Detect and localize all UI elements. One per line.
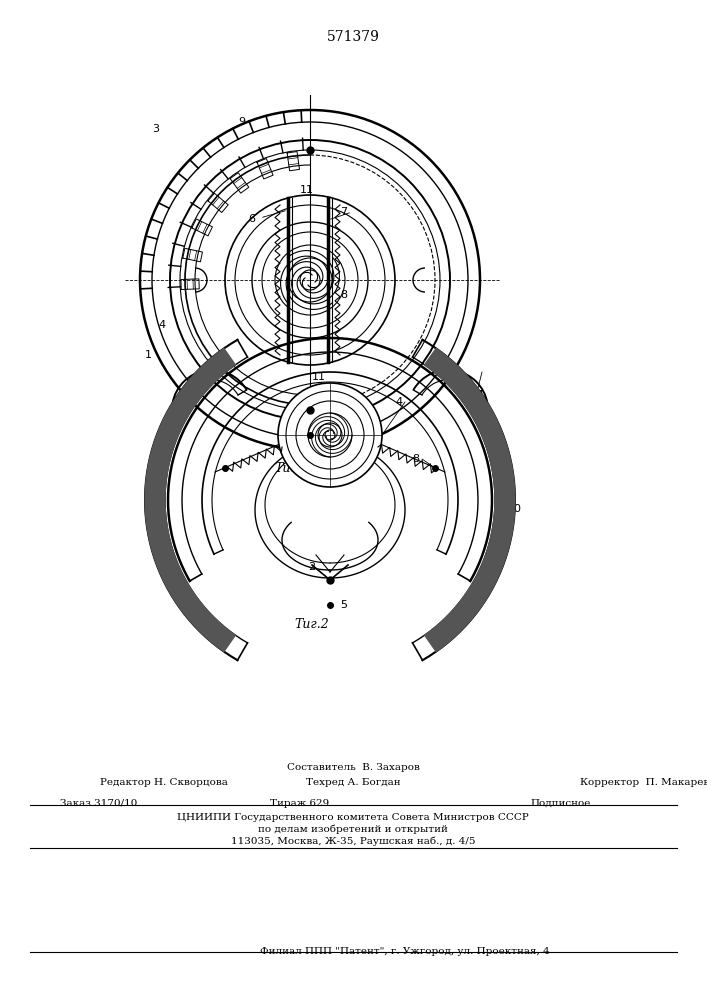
Text: 6: 6 [248, 214, 255, 224]
Text: Составитель  В. Захаров: Составитель В. Захаров [286, 763, 419, 772]
Text: 8: 8 [340, 290, 347, 300]
Text: по делам изобретений и открытий: по делам изобретений и открытий [258, 824, 448, 834]
Text: 4: 4 [395, 397, 402, 407]
Text: 10: 10 [508, 504, 522, 514]
Circle shape [278, 383, 382, 487]
Text: Корректор  П. Макаревич: Корректор П. Макаревич [580, 778, 707, 787]
Text: 2: 2 [308, 562, 315, 572]
Text: 7: 7 [340, 207, 347, 217]
Text: 9: 9 [238, 117, 245, 127]
Text: 11: 11 [312, 372, 326, 382]
Text: 11: 11 [300, 185, 314, 195]
Text: 5: 5 [340, 600, 347, 610]
Text: Заказ 3170/10: Заказ 3170/10 [60, 799, 137, 808]
Text: 4: 4 [158, 320, 165, 330]
Polygon shape [145, 348, 235, 652]
Text: 5: 5 [320, 440, 327, 450]
Text: Тираж 629: Тираж 629 [270, 799, 329, 808]
Text: Τиг.2: Τиг.2 [295, 618, 329, 631]
Text: 2: 2 [320, 415, 327, 425]
Text: 113035, Москва, Ж-35, Раушская наб., д. 4/5: 113035, Москва, Ж-35, Раушская наб., д. … [230, 836, 475, 846]
Text: 1: 1 [478, 390, 485, 400]
Text: 1: 1 [145, 350, 152, 360]
Polygon shape [425, 348, 515, 652]
Text: Филиал ППП "Патент", г. Ужгород, ул. Проектная, 4: Филиал ППП "Патент", г. Ужгород, ул. Про… [260, 947, 549, 956]
Text: 3: 3 [152, 124, 159, 134]
Text: 571379: 571379 [327, 30, 380, 44]
Text: 8: 8 [412, 454, 419, 464]
Text: Редактор Н. Скворцова: Редактор Н. Скворцова [100, 778, 228, 787]
Text: ЦНИИПИ Государственного комитета Совета Министров СССР: ЦНИИПИ Государственного комитета Совета … [177, 813, 529, 822]
Text: Техред А. Богдан: Техред А. Богдан [305, 778, 400, 787]
Text: Подписное: Подписное [530, 799, 590, 808]
Text: Τиг.1: Τиг.1 [274, 462, 310, 475]
